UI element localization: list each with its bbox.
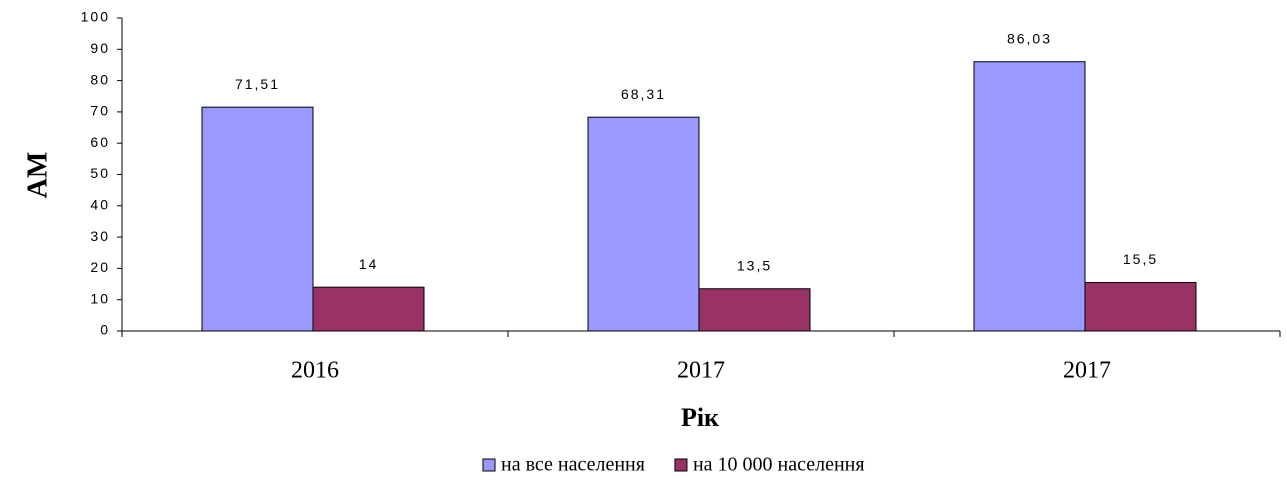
data-label: 14 — [359, 256, 379, 272]
bar — [587, 116, 700, 332]
x-tick-label: 2017 — [677, 358, 725, 384]
y-tick-label: 10 — [90, 290, 110, 306]
bar — [698, 288, 811, 332]
data-label: 15,5 — [1123, 251, 1158, 267]
y-tick-label: 90 — [90, 40, 110, 56]
y-tick-label: 70 — [90, 103, 110, 119]
y-tick-label: 40 — [90, 197, 110, 213]
data-label: 13,5 — [737, 257, 772, 273]
y-tick-label: 50 — [90, 165, 110, 181]
bar — [201, 106, 314, 332]
y-tick-label: 0 — [100, 322, 110, 338]
y-tick-label: 20 — [90, 259, 110, 275]
legend-swatch — [674, 458, 688, 472]
y-tick-label: 100 — [81, 9, 110, 25]
x-tick-label: 2016 — [291, 358, 339, 384]
legend-label: на 10 000 населення — [693, 454, 865, 476]
y-tick-label: 80 — [90, 71, 110, 87]
y-tick-label: 30 — [90, 228, 110, 244]
x-axis-label: Рік — [681, 403, 719, 432]
bar — [1084, 281, 1197, 332]
data-label: 71,51 — [235, 76, 280, 92]
legend-label: на все населення — [501, 454, 645, 476]
y-axis-label: АМ — [22, 152, 53, 199]
x-tick-label: 2017 — [1063, 358, 1111, 384]
data-label: 68,31 — [621, 86, 666, 102]
bar — [312, 286, 425, 332]
y-tick-label: 60 — [90, 134, 110, 150]
data-label: 86,03 — [1007, 30, 1052, 46]
legend-swatch — [482, 458, 496, 472]
bar — [973, 61, 1086, 332]
